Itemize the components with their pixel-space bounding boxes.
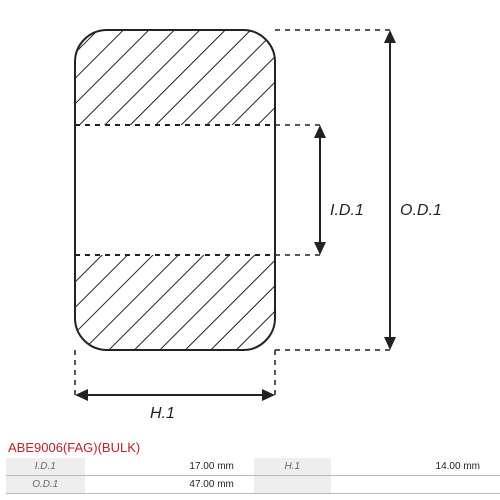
od-label: O.D.1	[400, 202, 442, 219]
od-dimension: O.D.1	[384, 30, 442, 350]
table-row: I.D.1 17.00 mm H.1 14.00 mm	[6, 458, 500, 476]
h-dimension: H.1	[75, 389, 275, 422]
spec-value: 14.00 mm	[331, 458, 500, 476]
spec-value: 47.00 mm	[85, 476, 254, 494]
h-label: H.1	[150, 405, 175, 422]
id-dimension: I.D.1	[314, 125, 364, 255]
spec-name: H.1	[254, 458, 331, 476]
spec-name: I.D.1	[6, 458, 85, 476]
bearing-diagram: I.D.1 O.D.1 H.1	[0, 0, 500, 440]
id-label: I.D.1	[330, 202, 364, 219]
part-number: ABE9006(FAG)(BULK)	[8, 440, 140, 455]
spec-name: O.D.1	[6, 476, 85, 494]
table-row: O.D.1 47.00 mm	[6, 476, 500, 494]
spec-table: I.D.1 17.00 mm H.1 14.00 mm O.D.1 47.00 …	[6, 458, 500, 494]
spec-value: 17.00 mm	[85, 458, 254, 476]
